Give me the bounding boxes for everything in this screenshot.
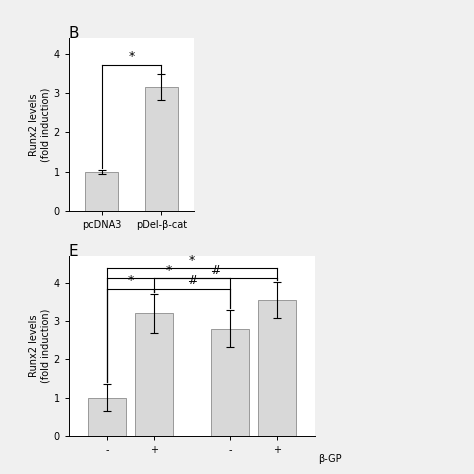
Text: *: * xyxy=(165,264,172,277)
Text: #: # xyxy=(187,274,197,287)
Bar xyxy=(145,87,178,211)
Text: β-GP: β-GP xyxy=(318,454,341,464)
Bar xyxy=(258,300,296,436)
Text: E: E xyxy=(69,244,78,259)
Text: #: # xyxy=(210,264,221,277)
Text: *: * xyxy=(128,50,135,63)
Bar xyxy=(85,172,118,211)
Y-axis label: Runx2 levels
(fold induction): Runx2 levels (fold induction) xyxy=(29,87,51,162)
Bar xyxy=(88,398,126,436)
Y-axis label: Runx2 levels
(fold induction): Runx2 levels (fold induction) xyxy=(29,309,51,383)
Text: *: * xyxy=(189,254,195,267)
Bar xyxy=(135,313,173,436)
Bar xyxy=(211,329,249,436)
Text: *: * xyxy=(127,274,134,287)
Text: B: B xyxy=(69,26,79,41)
